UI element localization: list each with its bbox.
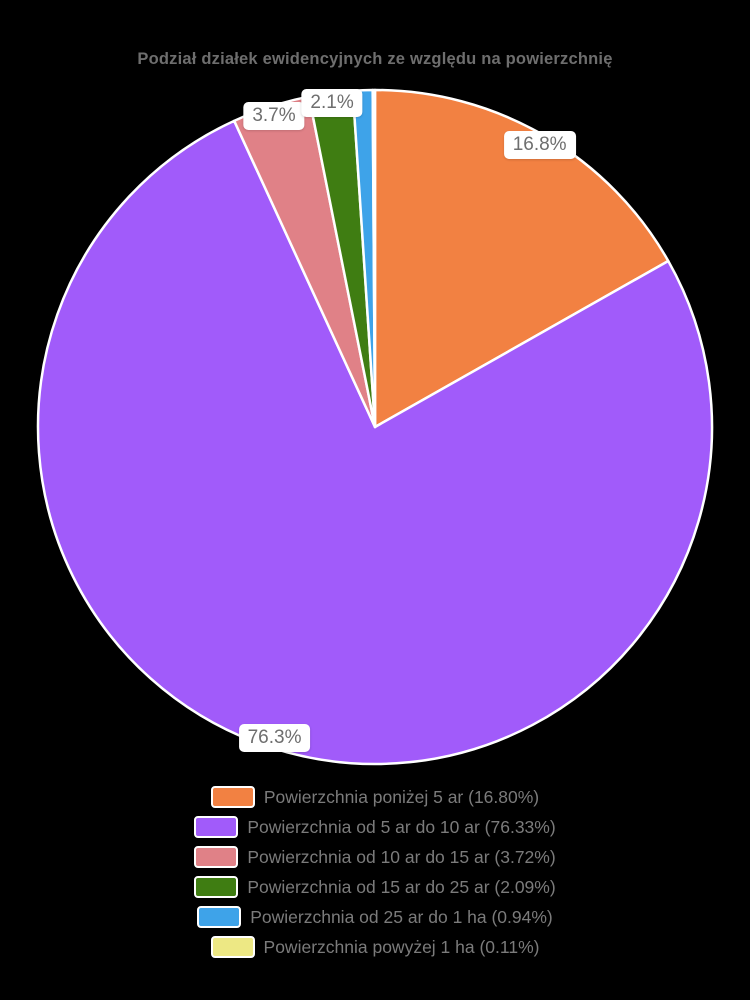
pie-value-label-0: 16.8%	[503, 130, 576, 159]
legend-label-3: Powierzchnia od 15 ar do 25 ar (2.09%)	[247, 876, 556, 897]
legend-swatch-4	[197, 906, 242, 928]
pie-value-label-1: 76.3%	[238, 724, 311, 753]
legend-item-4[interactable]: Powierzchnia od 25 ar do 1 ha (0.94%)	[197, 906, 553, 928]
legend-swatch-5	[210, 936, 255, 958]
chart-legend: Powierzchnia poniżej 5 ar (16.80%) Powie…	[0, 786, 750, 958]
legend-item-1[interactable]: Powierzchnia od 5 ar do 10 ar (76.33%)	[194, 816, 556, 838]
chart-title: Podział działek ewidencyjnych ze względu…	[137, 50, 613, 68]
pie-value-label-3: 2.1%	[301, 88, 363, 117]
legend-item-2[interactable]: Powierzchnia od 10 ar do 15 ar (3.72%)	[194, 846, 556, 868]
legend-item-0[interactable]: Powierzchnia poniżej 5 ar (16.80%)	[210, 786, 540, 808]
legend-label-2: Powierzchnia od 10 ar do 15 ar (3.72%)	[247, 846, 556, 867]
legend-label-0: Powierzchnia poniżej 5 ar (16.80%)	[263, 786, 540, 807]
legend-swatch-0	[210, 786, 255, 808]
pie-slice-5[interactable]	[371, 88, 377, 429]
legend-swatch-2	[194, 846, 239, 868]
pie-value-label-2: 3.7%	[243, 102, 305, 131]
legend-label-5: Powierzchnia powyżej 1 ha (0.11%)	[263, 936, 540, 957]
legend-label-1: Powierzchnia od 5 ar do 10 ar (76.33%)	[247, 816, 556, 837]
legend-swatch-1	[194, 816, 239, 838]
legend-item-3[interactable]: Powierzchnia od 15 ar do 25 ar (2.09%)	[194, 876, 556, 898]
legend-label-4: Powierzchnia od 25 ar do 1 ha (0.94%)	[250, 906, 553, 927]
legend-swatch-3	[194, 876, 239, 898]
legend-item-5[interactable]: Powierzchnia powyżej 1 ha (0.11%)	[210, 936, 540, 958]
